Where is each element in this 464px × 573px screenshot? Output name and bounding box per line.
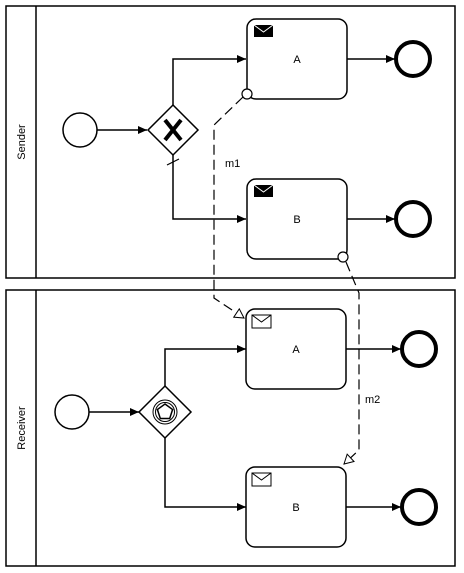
pool-receiver[interactable]: Receiver <box>5 289 456 567</box>
sender-end-event-b[interactable] <box>394 200 432 238</box>
sender-task-a-label: A <box>293 54 301 66</box>
receiver-flow-gateway-b[interactable] <box>164 438 246 511</box>
receiver-task-b[interactable]: B <box>245 466 347 548</box>
sender-task-a-boundary-event[interactable] <box>241 88 253 100</box>
pentagon-icon <box>156 403 174 420</box>
envelope-filled-icon <box>253 184 274 197</box>
sender-flow-gateway-b[interactable] <box>172 155 246 223</box>
sender-task-a[interactable]: A <box>246 18 348 100</box>
default-flow-marker <box>166 158 180 166</box>
message-flow-m1[interactable] <box>213 96 245 319</box>
sender-task-b-label: B <box>293 214 300 226</box>
sender-flow-gateway-a[interactable] <box>172 55 246 105</box>
receiver-task-a-label: A <box>292 344 300 356</box>
receiver-event-based-gateway[interactable] <box>137 384 193 440</box>
receiver-task-a[interactable]: A <box>245 308 347 390</box>
message-flow-m1-label: m1 <box>225 158 240 170</box>
envelope-outline-icon <box>251 472 272 487</box>
sender-task-b-boundary-event[interactable] <box>337 251 349 263</box>
sender-task-b[interactable]: B <box>246 178 348 260</box>
message-flow-m2[interactable] <box>343 261 360 465</box>
sender-end-event-a[interactable] <box>394 40 432 78</box>
receiver-task-b-label: B <box>292 502 299 514</box>
receiver-flow-gateway-a[interactable] <box>164 345 246 386</box>
envelope-outline-icon <box>251 314 272 329</box>
pool-receiver-label: Receiver <box>16 406 28 450</box>
pool-sender-label: Sender <box>16 124 28 160</box>
sender-start-event[interactable] <box>62 112 98 148</box>
receiver-start-event[interactable] <box>54 394 90 430</box>
receiver-end-event-b[interactable] <box>400 488 438 526</box>
x-icon <box>163 118 183 142</box>
receiver-end-event-a[interactable] <box>400 330 438 368</box>
message-flow-m2-label: m2 <box>365 394 380 406</box>
envelope-filled-icon <box>253 24 274 37</box>
